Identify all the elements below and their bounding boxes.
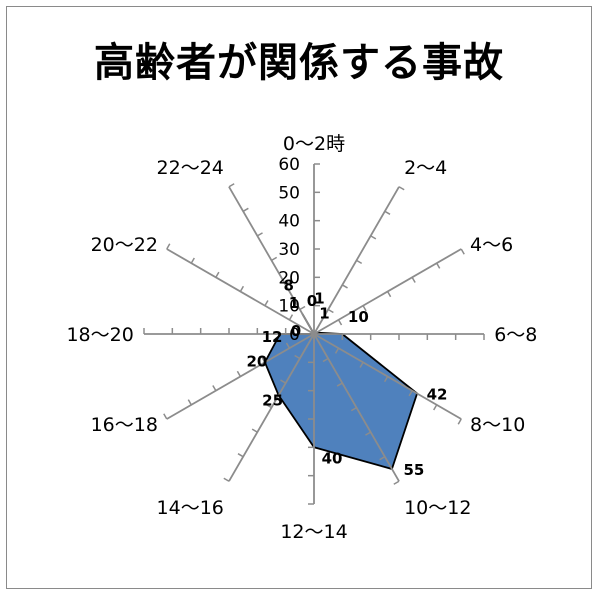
radar-tick-mark xyxy=(336,382,343,387)
radar-tick-mark xyxy=(457,418,462,425)
radar-tick-mark xyxy=(384,210,391,215)
data-label: 10 xyxy=(348,308,369,326)
data-label: 1 xyxy=(289,294,299,312)
radar-tick-mark xyxy=(265,403,272,409)
chart-frame xyxy=(6,6,592,589)
data-label: 0 xyxy=(291,322,301,340)
radar-tick-mark xyxy=(294,354,301,360)
data-label: 0 xyxy=(307,292,317,310)
data-label: 1 xyxy=(314,290,324,308)
radar-tick-mark xyxy=(239,285,245,292)
data-label: 55 xyxy=(403,461,424,479)
radar-tick-mark xyxy=(337,319,343,326)
scale-tick-label: 0 xyxy=(289,325,300,345)
category-label: 14～16 xyxy=(157,497,224,519)
radar-tick-mark xyxy=(285,281,292,286)
data-label: 8 xyxy=(283,276,293,294)
scale-tick-label: 60 xyxy=(278,155,300,175)
radar-tick-mark xyxy=(383,376,389,383)
data-series-area xyxy=(263,313,419,470)
scale-tick-label: 30 xyxy=(278,240,300,260)
category-label: 16～18 xyxy=(91,414,158,436)
category-label: 20～22 xyxy=(91,234,158,256)
radar-tick-mark xyxy=(433,404,438,411)
radar-tick-mark xyxy=(271,256,278,262)
radar-tick-mark xyxy=(356,259,363,265)
category-label: 0～2時 xyxy=(283,133,345,155)
radar-tick-mark xyxy=(280,379,287,384)
radar-tick-mark xyxy=(242,207,249,212)
radar-tick-mark xyxy=(236,370,242,377)
radar-tick-mark xyxy=(359,361,364,368)
radar-tick-mark xyxy=(264,300,269,307)
radar-tick-mark xyxy=(379,456,386,461)
radar-tick-mark xyxy=(386,291,392,298)
radar-tick-mark xyxy=(341,284,348,289)
radar-tick-mark xyxy=(163,413,168,420)
category-label: 22～24 xyxy=(157,157,224,179)
chart-title: 高齢者が関係する事故 xyxy=(94,40,504,86)
radar-tick-mark xyxy=(228,183,235,188)
category-label: 10～12 xyxy=(404,497,471,519)
radar-tick-mark xyxy=(190,257,195,264)
category-label: 8～10 xyxy=(470,414,525,436)
radar-tick-mark xyxy=(166,243,171,250)
radar-tick-mark xyxy=(251,428,258,433)
scale-tick-label: 20 xyxy=(278,268,300,288)
data-label: 20 xyxy=(246,352,267,370)
data-label: 1 xyxy=(319,305,329,323)
radar-tick-mark xyxy=(334,347,340,354)
radar-tick-mark xyxy=(237,453,244,458)
radar-tick-mark xyxy=(299,305,306,311)
radar-tick-mark xyxy=(362,305,367,312)
category-label: 4～6 xyxy=(470,234,513,256)
radar-tick-mark xyxy=(212,385,217,392)
radar-tick-mark xyxy=(187,399,192,406)
scale-tick-label: 40 xyxy=(278,212,300,232)
category-label: 6～8 xyxy=(494,324,537,346)
radar-tick-mark xyxy=(398,186,405,191)
scale-tick-label: 50 xyxy=(278,183,300,203)
radar-tick-mark xyxy=(322,357,329,363)
radar-tick-mark xyxy=(256,232,263,237)
radar-tick-mark xyxy=(288,314,294,321)
radar-tick-mark xyxy=(365,431,372,436)
radar-tick-mark xyxy=(261,356,266,363)
radar-tick-mark xyxy=(285,342,291,349)
radar-tick-mark xyxy=(327,308,334,314)
category-label: 2～4 xyxy=(404,157,447,179)
data-label: 42 xyxy=(427,386,448,404)
category-label: 18～20 xyxy=(66,324,133,346)
data-label: 25 xyxy=(262,391,283,409)
radar-tick-mark xyxy=(215,271,220,278)
radar-tick-mark xyxy=(411,276,416,283)
radar-tick-mark xyxy=(370,235,377,240)
radar-tick-mark xyxy=(223,477,230,482)
radar-tick-mark xyxy=(436,262,441,269)
scale-tick-label: 10 xyxy=(278,297,300,317)
data-label: 40 xyxy=(322,449,343,467)
radar-tick-mark xyxy=(460,248,465,255)
data-label: 12 xyxy=(262,328,283,346)
category-label: 12～14 xyxy=(280,521,347,543)
radar-tick-mark xyxy=(408,390,413,397)
radar-tick-mark xyxy=(393,480,400,485)
radar-tick-mark xyxy=(350,406,357,412)
